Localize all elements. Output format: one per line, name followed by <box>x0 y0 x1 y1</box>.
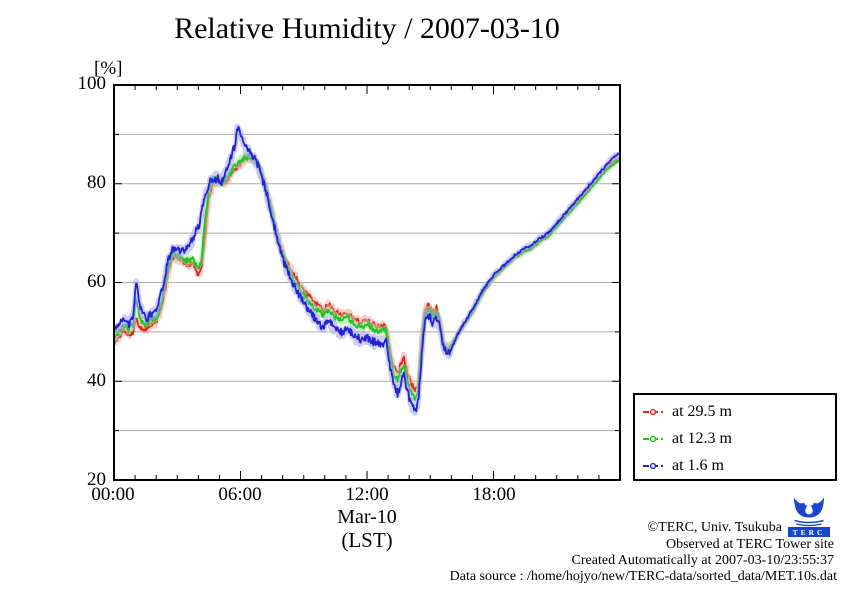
x-tick-label-0600: 06:00 <box>218 484 262 505</box>
terc-logo: TERC <box>788 496 830 537</box>
legend-label: at 12.3 m <box>672 429 732 447</box>
logo-text: TERC <box>793 528 826 537</box>
x-tick-label-1800: 18:00 <box>472 484 516 505</box>
legend-entry-12-3m: at 12.3 m <box>635 425 835 452</box>
y-axis-unit-label: [%] <box>94 58 123 79</box>
footer-observed: Observed at TERC Tower site <box>665 537 834 552</box>
plot-area <box>113 84 621 481</box>
red-series-marker-icon <box>643 408 663 415</box>
y-tick-label-20: 20 <box>87 469 106 490</box>
legend-box: at 29.5 m at 12.3 m at 1.6 m <box>633 393 837 481</box>
x-tick-label-0000: 00:00 <box>91 484 135 505</box>
y-tick-label-100: 100 <box>77 73 107 94</box>
y-tick-label-40: 40 <box>87 370 106 391</box>
footer-created: Created Automatically at 2007-03-10/23:5… <box>571 553 834 568</box>
logo-droplet-icon <box>805 503 813 515</box>
y-tick-label-80: 80 <box>87 172 106 193</box>
chart-title: Relative Humidity / 2007-03-10 <box>174 12 560 45</box>
footer-source: Data source : /home/hojyo/new/TERC-data/… <box>449 569 837 584</box>
legend-entry-29-5m: at 29.5 m <box>635 398 835 425</box>
y-tick-label-60: 60 <box>87 271 106 292</box>
legend-label: at 1.6 m <box>672 456 724 474</box>
legend-entry-1-6m: at 1.6 m <box>635 452 835 479</box>
x-tick-label-1200: 12:00 <box>345 484 389 505</box>
x-axis-date-label: Mar-10 <box>337 506 397 528</box>
green-series-marker-icon <box>643 435 663 442</box>
legend-label: at 29.5 m <box>672 402 732 420</box>
x-axis-timezone-label: (LST) <box>341 528 393 552</box>
footer-copyright: ©TERC, Univ. Tsukuba <box>647 520 783 535</box>
blue-series-marker-icon <box>643 462 663 469</box>
